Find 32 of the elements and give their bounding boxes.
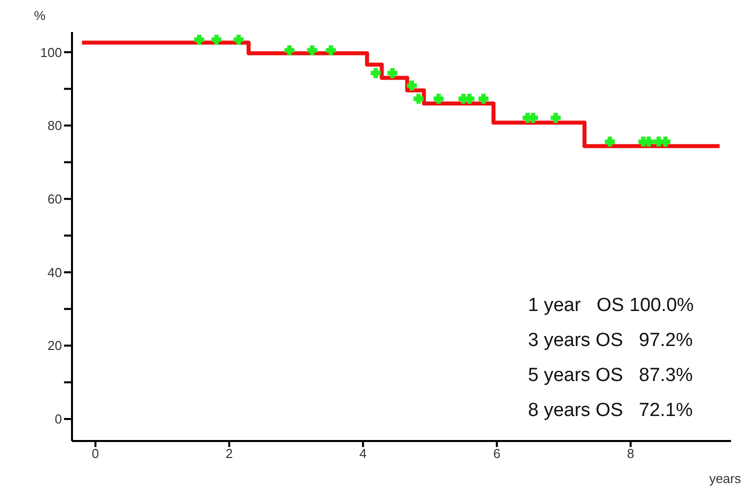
point [307,45,318,56]
point [550,112,561,123]
annotation: 8 years OS 72.1% [528,399,694,423]
y-tick-label: 100 [40,44,62,60]
point [284,45,294,56]
x-tick-label: 4 [359,446,367,462]
point [387,68,398,78]
x-tick-label: 8 [627,446,634,462]
y-axis-title: % [34,8,46,23]
point [434,94,444,104]
y-tick-label: 80 [48,118,62,134]
annotation: 3 years OS 97.2% [528,329,694,353]
annotation: 5 years OS 87.3% [528,364,694,388]
point [326,45,336,56]
y-tick-label: 60 [48,192,62,207]
point [194,34,204,45]
annotation: 1 year OS 100.0% [528,294,694,318]
y-tick-label: 20 [48,338,62,354]
x-axis-title: years [709,471,741,486]
point [604,136,615,147]
point [660,136,670,147]
x-tick-label: 0 [92,446,100,462]
point [212,34,222,45]
point [370,68,381,78]
x-tick-label: 6 [493,446,500,462]
y-tick-label: 0 [54,412,62,427]
x-tick-label: 2 [226,446,233,462]
y-tick-label: 40 [48,264,62,280]
point [406,80,417,91]
point [478,94,488,104]
point [414,94,424,104]
point [234,34,244,45]
